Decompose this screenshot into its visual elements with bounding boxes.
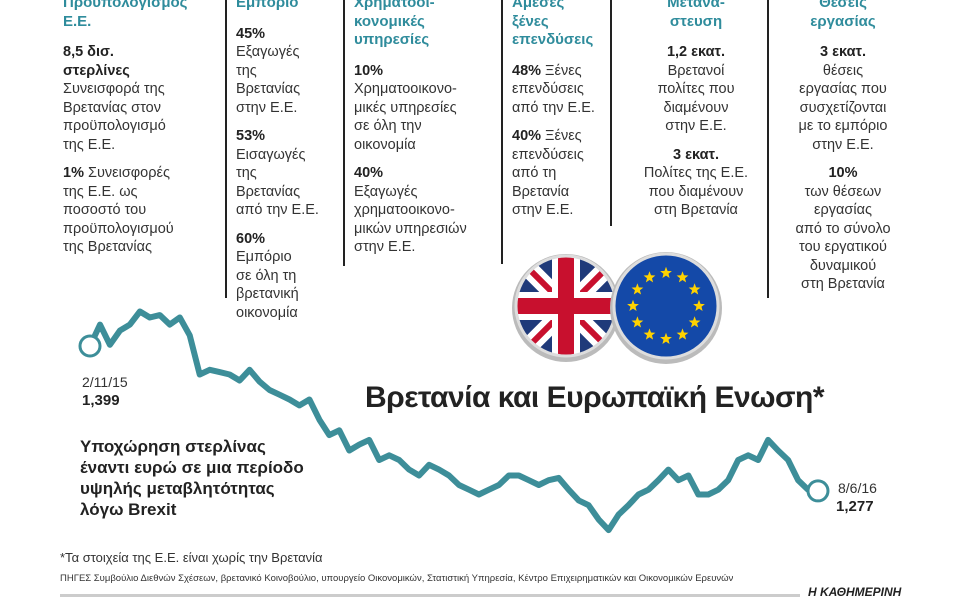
info-column: Μετανά- στευση 1,2 εκατ. Βρετανοί πολίτες… <box>610 0 771 226</box>
info-column: Χρηματοοι- κονομικές υπηρεσίες 10% Χρηματ… <box>343 0 499 266</box>
fact: 10% Χρηματοοικονο- μικές υπηρεσίες σε όλ… <box>354 62 499 155</box>
line-group <box>78 306 830 536</box>
fact: 48% Ξένες επενδύσεις από την Ε.Ε. <box>512 62 612 118</box>
fact: 10% των θέσεων εργασίας από το σύνολο το… <box>778 164 908 294</box>
fact-lead: 8,5 δισ. στερλίνες <box>63 44 130 79</box>
fact-text: των θέσεων εργασίας από το σύνολο του ερ… <box>795 183 891 292</box>
fact-text: Συνεισφορά της Βρετανίας στον προϋπολογι… <box>63 81 166 153</box>
star <box>631 283 644 295</box>
fact: 8,5 δισ. στερλίνες Συνεισφορά της Βρεταν… <box>63 43 218 154</box>
fact: 40% Εξαγωγές χρηματοοικονο- μικών υπηρεσ… <box>354 164 499 257</box>
fact-text: Πολίτες της Ε.Ε. που διαμένουν στη Βρετα… <box>643 165 749 218</box>
fact-text: Χρηματοοικονο- μικές υπηρεσίες σε όλη τη… <box>354 81 457 153</box>
fact: 45% Εξαγωγές της Βρετανίας στην Ε.Ε. <box>236 25 341 118</box>
fact-text: Εμπόριο σε όλη τη βρετανική οικονομία <box>236 249 299 321</box>
star <box>688 283 701 295</box>
fact: 1% Συνεισφορές της Ε.Ε. ως ποσοστό του π… <box>63 164 218 257</box>
fact: 40% Ξένες επενδύσεις από τη Βρετανία στη… <box>512 127 612 220</box>
fact: 60% Εμπόριο σε όλη τη βρετανική οικονομί… <box>236 230 341 323</box>
column-heading: Προϋπολογισμός Ε.Ε. <box>63 0 188 30</box>
column-heading: Εμπόριο <box>236 0 299 11</box>
column-heading: Θέσεις εργασίας <box>810 0 876 30</box>
column-heading: Χρηματοοι- κονομικές υπηρεσίες <box>354 0 435 48</box>
sources: ΠΗΓΕΣ Συμβούλιο Διεθνών Σχέσεων, βρετανι… <box>60 573 734 584</box>
info-column: Προϋπολογισμός Ε.Ε. 8,5 δισ. στερλίνες Συ… <box>63 0 218 267</box>
footer-rule <box>60 594 800 597</box>
fact-lead: 60% <box>236 230 266 247</box>
star <box>660 266 672 278</box>
fact-text: Ξένες επενδύσεις από την Ε.Ε. <box>512 62 595 116</box>
fact: 1,2 εκατ. Βρετανοί πολίτες που διαμένουν… <box>621 43 771 136</box>
title: Βρετανία και Ευρωπαϊκή Ενωση* <box>365 381 825 414</box>
fact-lead: 3 εκατ. <box>673 146 719 163</box>
start-date: 2/11/15 <box>82 374 128 390</box>
fact-lead: 3 εκατ. <box>820 44 866 60</box>
fact-lead: 40% <box>512 128 542 144</box>
fact-lead: 45% <box>236 25 266 42</box>
fact-text: Εισαγωγές της Βρετανίας από την Ε.Ε. <box>236 146 319 218</box>
endpoint <box>78 334 102 358</box>
info-column: Θέσεις εργασίας 3 εκατ. θέσεις εργασίας π… <box>767 0 908 298</box>
star <box>643 328 656 340</box>
fact-text: Βρετανοί πολίτες που διαμένουν στην Ε.Ε. <box>657 62 735 134</box>
fact-text: Συνεισφορές της Ε.Ε. ως ποσοστό του προϋ… <box>63 165 174 255</box>
fact: 3 εκατ. Πολίτες της Ε.Ε. που διαμένουν σ… <box>621 146 771 220</box>
footnote: *Τα στοιχεία της Ε.Ε. είναι χωρίς την Βρ… <box>60 550 323 565</box>
fact-lead: 48% <box>512 62 542 79</box>
fact-lead: 1% <box>63 165 84 181</box>
star <box>631 316 644 328</box>
info-column: Εμπόριο 45% Εξαγωγές της Βρετανίας στην Ε… <box>225 0 341 320</box>
fact: 53% Εισαγωγές της Βρετανίας από την Ε.Ε. <box>236 127 341 220</box>
endpoint <box>806 479 830 503</box>
info-column: Αμεσες ξένες επενδύσεις 48% Ξένες επενδύσ… <box>501 0 612 264</box>
star <box>676 271 689 283</box>
end-label: 1,277 <box>836 498 874 515</box>
fact-text: Εξαγωγές χρηματοοικονο- μικών υπηρεσιών … <box>354 183 467 255</box>
star <box>627 299 639 311</box>
star <box>643 271 656 283</box>
fact-text: Ξένες επενδύσεις από τη Βρετανία στην Ε.… <box>512 128 584 218</box>
fact-lead: 10% <box>354 62 384 79</box>
fact-lead: 40% <box>354 165 384 181</box>
star <box>660 332 672 344</box>
start-label: 1,399 <box>82 392 120 409</box>
uk-flag <box>512 254 620 362</box>
fact-lead: 53% <box>236 128 266 144</box>
subtitle: Υποχώρηση στερλίνας έναντι ευρώ σε μια π… <box>80 437 304 519</box>
column-heading: Μετανά- στευση <box>667 0 725 30</box>
column-heading: Αμεσες ξένες επενδύσεις <box>512 0 594 48</box>
line <box>87 308 819 534</box>
eu-flag <box>610 252 722 364</box>
brand: Η ΚΑΘΗΜΕΡΙΝΗ <box>808 585 902 599</box>
star <box>676 328 689 340</box>
fact-text: Εξαγωγές της Βρετανίας στην Ε.Ε. <box>236 44 301 116</box>
end-date: 8/6/16 <box>838 480 877 496</box>
fact-text: θέσεις εργασίας που συσχετίζονται με το … <box>798 62 888 153</box>
star <box>693 299 705 311</box>
fact-lead: 10% <box>828 165 858 181</box>
fact-lead: 1,2 εκατ. <box>666 44 726 60</box>
star <box>688 316 701 328</box>
fact: 3 εκατ. θέσεις εργασίας που συσχετίζοντα… <box>778 43 908 154</box>
